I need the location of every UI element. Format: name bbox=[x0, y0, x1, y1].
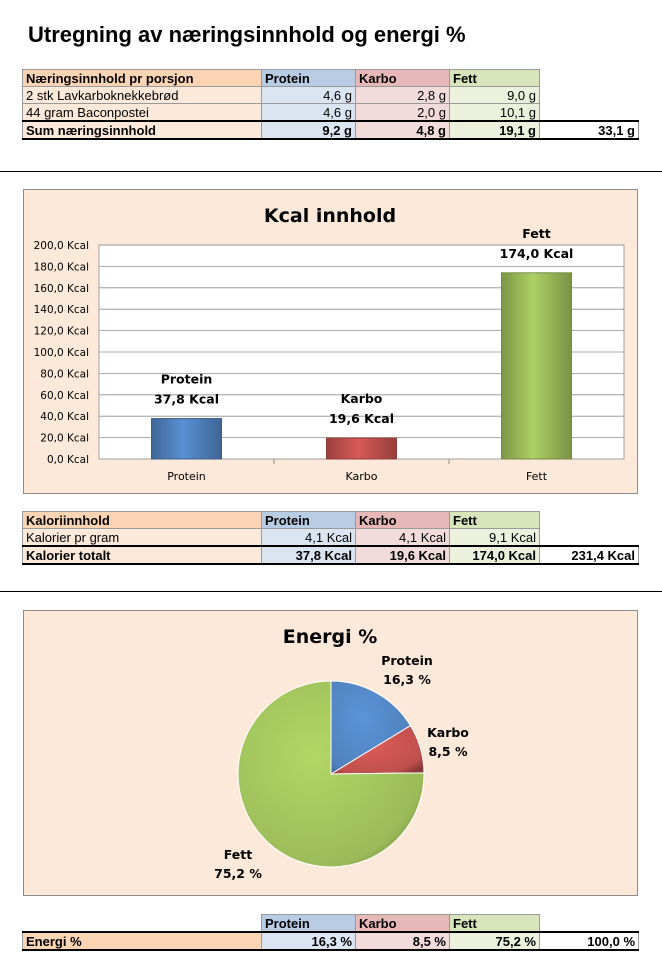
y-tick-label: 200,0 Kcal bbox=[34, 240, 89, 252]
sum-row: Kalorier totalt 37,8 Kcal 19,6 Kcal 174,… bbox=[22, 545, 639, 565]
y-tick-label: 180,0 Kcal bbox=[34, 261, 89, 273]
empty-cell bbox=[540, 87, 639, 104]
protein-cell[interactable]: 4,1 Kcal bbox=[261, 528, 356, 547]
sum-row: Energi % 16,3 % 8,5 % 75,2 % 100,0 % bbox=[22, 931, 639, 951]
fett-cell[interactable]: 9,1 Kcal bbox=[449, 528, 540, 547]
header-cell[interactable]: Fett bbox=[449, 914, 540, 933]
bar-fett bbox=[501, 272, 572, 460]
fett-cell[interactable]: 10,1 g bbox=[449, 103, 540, 122]
bar-protein bbox=[151, 418, 222, 460]
divider bbox=[0, 591, 662, 592]
empty-cell bbox=[23, 915, 262, 933]
sum-karbo-cell[interactable]: 4,8 g bbox=[355, 120, 450, 140]
bar-data-label-value: 19,6 Kcal bbox=[329, 411, 394, 426]
x-tick-label: Karbo bbox=[346, 470, 378, 483]
chart-title: Kcal innhold bbox=[264, 205, 396, 227]
y-tick-label: 0,0 Kcal bbox=[47, 454, 89, 466]
protein-cell[interactable]: 4,6 g bbox=[261, 103, 356, 122]
bar-chart-svg: Kcal innhold 0,0 Kcal 20,0 Kcal 40,0 Kcal 60… bbox=[34, 205, 625, 483]
sum-label-cell[interactable]: Kalorier totalt bbox=[22, 545, 262, 565]
pie-label-value: 16,3 % bbox=[383, 672, 431, 687]
bar-data-label-name: Fett bbox=[522, 226, 550, 241]
header-cell[interactable]: Karbo bbox=[355, 511, 450, 529]
header-cell[interactable]: Kaloriinnhold bbox=[22, 511, 262, 529]
empty-cell bbox=[540, 915, 639, 933]
sum-karbo-cell[interactable]: 19,6 Kcal bbox=[355, 545, 450, 565]
header-cell[interactable]: Protein bbox=[261, 69, 356, 87]
y-tick-label: 100,0 Kcal bbox=[34, 347, 89, 359]
header-cell[interactable]: Karbo bbox=[355, 69, 450, 87]
empty-cell bbox=[540, 512, 639, 529]
sum-total-cell[interactable]: 231,4 Kcal bbox=[539, 545, 639, 565]
pie-label-name: Fett bbox=[224, 847, 252, 862]
table-row: Kalorier pr gram 4,1 Kcal 4,1 Kcal 9,1 K… bbox=[22, 528, 639, 547]
karbo-cell[interactable]: 2,0 g bbox=[355, 103, 450, 122]
pie-slice-protein bbox=[330, 680, 412, 775]
table-header-row: Protein Karbo Fett bbox=[23, 914, 639, 933]
header-cell[interactable]: Karbo bbox=[355, 914, 450, 933]
pie-label-name: Protein bbox=[381, 653, 433, 668]
table-row: 44 gram Baconpostei 4,6 g 2,0 g 10,1 g bbox=[22, 103, 639, 122]
x-tick-label: Protein bbox=[167, 470, 206, 483]
pie-label-value: 75,2 % bbox=[214, 866, 262, 881]
divider bbox=[0, 171, 662, 172]
table-header-row: Næringsinnhold pr porsjon Protein Karbo … bbox=[22, 69, 639, 87]
row-label-cell[interactable]: 2 stk Lavkarboknekkebrød bbox=[22, 86, 262, 104]
header-cell[interactable]: Fett bbox=[449, 511, 540, 529]
bar-data-label-value: 174,0 Kcal bbox=[500, 246, 574, 261]
fett-cell[interactable]: 75,2 % bbox=[449, 931, 540, 951]
protein-cell[interactable]: 4,6 g bbox=[261, 86, 356, 104]
chart-title: Energi % bbox=[283, 626, 378, 648]
calorie-table: Kaloriinnhold Protein Karbo Fett Kalorie… bbox=[22, 511, 639, 565]
karbo-cell[interactable]: 2,8 g bbox=[355, 86, 450, 104]
y-tick-label: 20,0 Kcal bbox=[40, 433, 89, 445]
sum-total-cell[interactable]: 33,1 g bbox=[539, 120, 639, 140]
protein-cell[interactable]: 16,3 % bbox=[261, 931, 356, 951]
header-cell[interactable]: Protein bbox=[261, 914, 356, 933]
empty-cell bbox=[540, 104, 639, 122]
sum-protein-cell[interactable]: 9,2 g bbox=[261, 120, 356, 140]
empty-cell bbox=[540, 529, 639, 547]
pie-chart-svg: Energi %Protein 16,3 % Karbo 8,5 % Fett 75,2 … bbox=[214, 626, 469, 881]
row-label-cell[interactable]: 44 gram Baconpostei bbox=[22, 103, 262, 122]
sum-row: Sum næringsinnhold 9,2 g 4,8 g 19,1 g 33… bbox=[22, 120, 639, 140]
total-cell[interactable]: 100,0 % bbox=[539, 931, 639, 951]
empty-cell bbox=[540, 70, 639, 87]
pie-label-value: 8,5 % bbox=[428, 744, 467, 759]
header-cell[interactable]: Protein bbox=[261, 511, 356, 529]
energy-table: Protein Karbo Fett Energi % 16,3 % 8,5 %… bbox=[22, 914, 639, 951]
pie-slice-fett bbox=[237, 680, 425, 868]
fett-cell[interactable]: 9,0 g bbox=[449, 86, 540, 104]
sum-protein-cell[interactable]: 37,8 Kcal bbox=[261, 545, 356, 565]
bar-data-label-value: 37,8 Kcal bbox=[154, 392, 219, 407]
y-tick-label: 160,0 Kcal bbox=[34, 283, 89, 295]
table-row: 2 stk Lavkarboknekkebrød 4,6 g 2,8 g 9,0… bbox=[22, 86, 639, 104]
y-tick-label: 120,0 Kcal bbox=[34, 326, 89, 338]
sum-fett-cell[interactable]: 19,1 g bbox=[449, 120, 540, 140]
y-tick-label: 80,0 Kcal bbox=[40, 368, 89, 380]
header-cell[interactable]: Fett bbox=[449, 69, 540, 87]
karbo-cell[interactable]: 8,5 % bbox=[355, 931, 450, 951]
row-label-cell[interactable]: Energi % bbox=[22, 931, 262, 951]
table-header-row: Kaloriinnhold Protein Karbo Fett bbox=[22, 511, 639, 529]
bar-data-label-name: Karbo bbox=[341, 391, 383, 406]
x-tick-label: Fett bbox=[526, 470, 548, 483]
pie-label-name: Karbo bbox=[427, 725, 469, 740]
header-cell[interactable]: Næringsinnhold pr porsjon bbox=[22, 69, 262, 87]
y-tick-label: 140,0 Kcal bbox=[34, 304, 89, 316]
bar-data-label-name: Protein bbox=[161, 372, 213, 387]
page-title: Utregning av næringsinnhold og energi % bbox=[28, 22, 466, 47]
karbo-cell[interactable]: 4,1 Kcal bbox=[355, 528, 450, 547]
sum-label-cell[interactable]: Sum næringsinnhold bbox=[22, 120, 262, 140]
y-tick-label: 60,0 Kcal bbox=[40, 390, 89, 402]
sum-fett-cell[interactable]: 174,0 Kcal bbox=[449, 545, 540, 565]
nutrition-table: Næringsinnhold pr porsjon Protein Karbo … bbox=[22, 69, 639, 140]
row-label-cell[interactable]: Kalorier pr gram bbox=[22, 528, 262, 547]
energy-pie-chart[interactable]: Energi % Protein 16,3 % Karbo 8,5 % Fett 75,2 … bbox=[23, 610, 638, 896]
y-tick-label: 40,0 Kcal bbox=[40, 411, 89, 423]
kcal-bar-chart[interactable]: Kcal innhold 0,0 Kcal 20,0 Kcal 40,0 Kcal 60… bbox=[23, 189, 638, 494]
bar-karbo bbox=[326, 437, 397, 460]
